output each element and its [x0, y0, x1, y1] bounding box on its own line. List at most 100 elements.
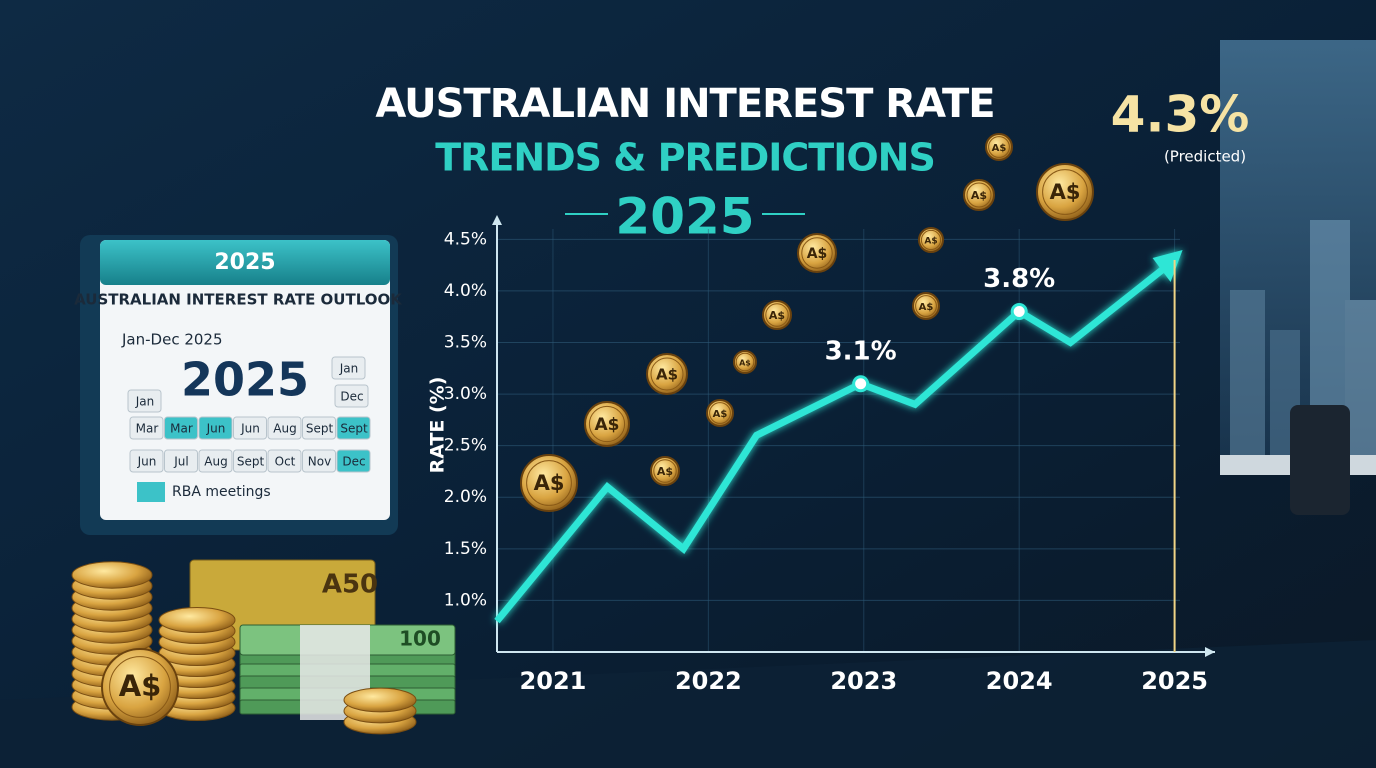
month-cell [233, 449, 267, 473]
calendar-year: 2025 [214, 250, 275, 275]
x-tick-label: 2025 [1141, 667, 1208, 695]
coin [733, 350, 757, 374]
month-label: Jan [339, 362, 359, 376]
coin-rim [920, 229, 942, 251]
coin-label: A$ [919, 302, 934, 313]
money: A50 100 [71, 559, 456, 735]
coin-label: A$ [924, 237, 937, 247]
month-label: Aug [273, 422, 296, 436]
value-label: 3.8% [983, 264, 1055, 294]
coin [797, 233, 837, 273]
coin-rim [1042, 169, 1088, 215]
month-cell [267, 416, 302, 440]
coin-rim [801, 237, 833, 269]
coin-label: A$ [595, 415, 620, 435]
month-cell [198, 449, 233, 473]
x-tick-label: 2021 [520, 667, 587, 695]
coin-rim [526, 460, 572, 506]
coin-stack [71, 561, 153, 589]
y-axis-label: RATE (%) [427, 377, 449, 474]
month-label: Sept [306, 422, 334, 436]
coin-rim [915, 295, 937, 317]
banknote-label: A50 [322, 570, 378, 600]
x-axis-arrow [1205, 647, 1215, 657]
coin [706, 399, 734, 427]
month-cell [164, 449, 198, 473]
coin-rim [650, 357, 684, 391]
coin [101, 648, 179, 726]
coin [963, 179, 995, 211]
coin-label: A$ [971, 189, 987, 202]
value-label: 3.1% [825, 336, 897, 366]
coin-label: A$ [739, 359, 751, 368]
coin-rim [709, 402, 731, 424]
month-label: Jul [173, 455, 188, 469]
arrow-head [1152, 249, 1183, 282]
coin-label: A$ [713, 409, 728, 420]
month-cell [129, 449, 164, 473]
coin-rim [966, 182, 992, 208]
coin [650, 456, 680, 486]
y-tick-label: 4.5% [444, 229, 487, 249]
month-label: Jun [137, 455, 157, 469]
coin-rim [735, 352, 755, 372]
coin [584, 401, 630, 447]
banknote-label: 100 [399, 627, 441, 651]
month-label: Sept [340, 422, 368, 436]
title: AUSTRALIAN INTEREST RATE [375, 81, 994, 127]
skyline [1230, 220, 1376, 460]
month-cell [198, 416, 233, 440]
month-cell [336, 416, 371, 440]
month-cell [127, 389, 162, 413]
month-cell [267, 449, 302, 473]
month-label: Sept [237, 455, 265, 469]
month-label: Aug [204, 455, 227, 469]
coin [646, 353, 688, 395]
month-label: Nov [308, 455, 331, 469]
month-label: Mar [136, 422, 159, 436]
coins: A$ A$ A$ A$ A$ A$ A$ A$ A$ A$ A$ A$ A$ A$ [101, 133, 1094, 726]
month-cell [129, 416, 164, 440]
coin-label: A$ [119, 669, 162, 703]
y-axis-arrow [492, 215, 502, 225]
y-tick-label: 3.0% [444, 384, 487, 404]
month-label: Dec [340, 390, 363, 404]
coin-label: A$ [1050, 180, 1081, 204]
coin-label: A$ [992, 143, 1007, 154]
y-tick-label: 1.0% [444, 590, 487, 610]
coin [912, 292, 940, 320]
month-cell [302, 416, 336, 440]
x-tick-label: 2022 [675, 667, 742, 695]
legend-label: RBA meetings [172, 484, 271, 500]
coin-rim [988, 136, 1010, 158]
month-label: Dec [342, 455, 365, 469]
y-tick-label: 4.0% [444, 281, 487, 301]
coin-rim [653, 459, 677, 483]
y-tick-label: 2.0% [444, 487, 487, 507]
y-tick-label: 2.5% [444, 436, 487, 456]
coin [762, 300, 792, 330]
calendar-big-year: 2025 [181, 353, 309, 407]
point [1010, 303, 1028, 321]
month-cell [164, 416, 198, 440]
chair [1290, 405, 1350, 515]
coin-label: A$ [807, 246, 828, 262]
point [852, 375, 870, 393]
coin [918, 227, 944, 253]
y-tick-label: 1.5% [444, 539, 487, 559]
calendar-header [100, 240, 390, 285]
month-label: Jun [240, 422, 260, 436]
coin [985, 133, 1013, 161]
coin-label: A$ [657, 465, 673, 478]
calendar-range: Jan-Dec 2025 [121, 331, 223, 349]
coin-label: A$ [656, 366, 678, 384]
month-cell [336, 449, 371, 473]
coin-label: A$ [534, 471, 565, 495]
value-label: 4.3% [1111, 86, 1250, 144]
title-year: 2025 [615, 188, 754, 246]
month-cell [334, 384, 369, 408]
x-tick-label: 2023 [830, 667, 897, 695]
month-label: Jan [135, 395, 155, 409]
calendar-title: AUSTRALIAN INTEREST RATE OUTLOOK [74, 291, 403, 309]
month-label: Mar [170, 422, 193, 436]
